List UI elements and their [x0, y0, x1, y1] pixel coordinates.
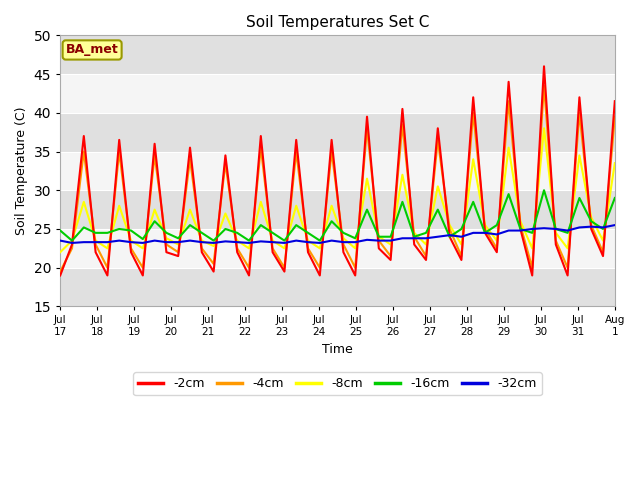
Bar	[60, 190, 615, 229]
Text: BA_met: BA_met	[66, 44, 118, 57]
Title: Soil Temperatures Set C: Soil Temperatures Set C	[246, 15, 429, 30]
Legend: -2cm, -4cm, -8cm, -16cm, -32cm: -2cm, -4cm, -8cm, -16cm, -32cm	[133, 372, 541, 396]
Bar	[60, 152, 615, 190]
Bar	[60, 268, 615, 306]
Y-axis label: Soil Temperature (C): Soil Temperature (C)	[15, 107, 28, 235]
Bar	[60, 229, 615, 268]
Bar	[60, 74, 615, 113]
X-axis label: Time: Time	[322, 343, 353, 356]
Bar	[60, 36, 615, 74]
Bar	[60, 113, 615, 152]
